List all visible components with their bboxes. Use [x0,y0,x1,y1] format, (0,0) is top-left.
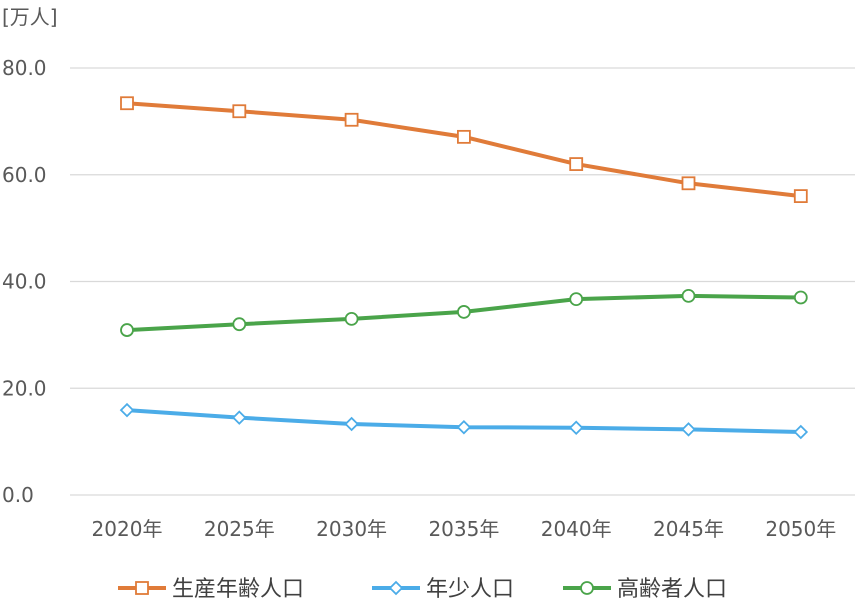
y-tick-label: 0.0 [2,483,34,507]
data-point-circle [344,311,359,326]
data-point-square [135,581,149,595]
data-point-diamond [232,410,247,425]
data-point-circle [569,292,584,307]
series-diamond [119,402,809,440]
data-point-diamond [793,424,809,440]
x-tick-label: 2030年 [316,517,387,541]
y-tick-label: 80.0 [2,56,47,80]
legend-label: 年少人口 [426,577,514,602]
series-line [125,101,803,199]
x-tick-label: 2035年 [428,517,499,541]
gridlines [70,67,855,496]
y-tick-label: 40.0 [2,270,47,294]
data-point-square [793,189,808,204]
data-point-diamond [456,419,472,435]
series-square [120,96,808,204]
x-tick-label: 2025年 [204,517,275,541]
y-tick-label: 60.0 [2,163,47,187]
data-point-square [120,96,134,111]
x-tick-label: 2045年 [653,517,724,541]
data-point-square [344,112,359,127]
data-point-diamond [568,420,584,436]
y-tick-label: 20.0 [2,376,47,400]
y-axis-ticks: 0.0 20.0 40.0 60.0 80.0 [2,56,47,507]
x-tick-label: 2050年 [765,517,836,541]
data-point-square [456,129,471,144]
legend-item: 年少人口 [372,577,514,602]
x-axis-ticks: 2020年 2025年 2030年 2035年 2040年 2045年 2050年 [92,517,837,541]
series-lines [119,96,809,440]
legend: 生産年齢人口 年少人口 高齢者人口 [118,577,727,602]
data-point-square [681,176,696,191]
legend-item: 生産年齢人口 [118,577,304,602]
data-point-circle [793,290,808,305]
legend-label: 生産年齢人口 [172,577,304,602]
legend-label: 高齢者人口 [617,577,727,602]
x-tick-label: 2020年 [92,517,163,541]
legend-item: 高齢者人口 [563,577,727,602]
x-tick-label: 2040年 [541,517,612,541]
data-point-circle [120,323,134,337]
data-point-circle [232,317,247,332]
data-point-diamond [681,422,696,437]
data-point-circle [456,305,471,319]
y-axis-unit-label: [万人] [2,5,58,29]
data-point-diamond [119,402,135,418]
data-point-circle [580,581,594,595]
data-point-square [569,157,584,171]
data-point-diamond [388,580,404,596]
data-point-square [232,104,247,119]
data-point-diamond [344,416,359,432]
data-point-circle [681,289,696,303]
series-circle [120,289,808,337]
